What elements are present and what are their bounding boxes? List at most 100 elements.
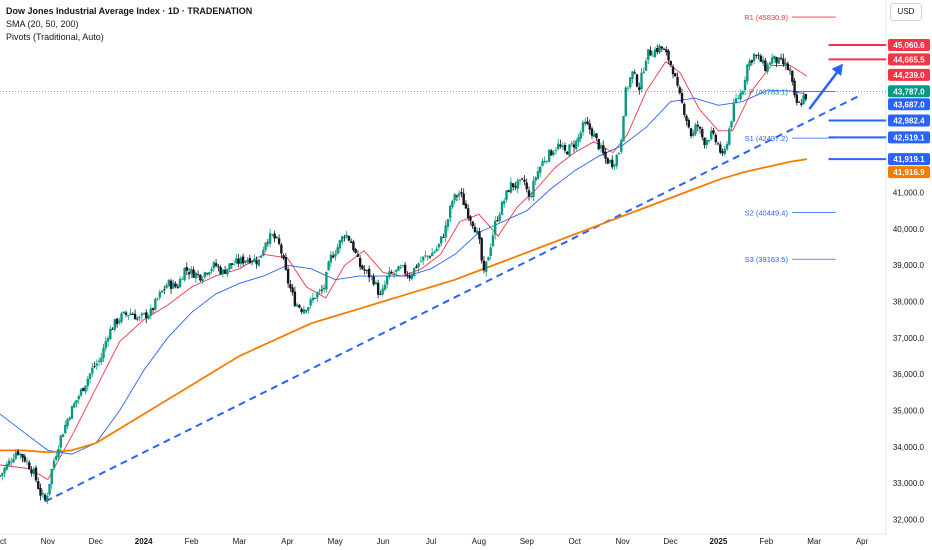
symbol-title[interactable]: Dow Jones Industrial Average Index · 1D … [6, 6, 253, 16]
candle-body [797, 102, 801, 103]
x-tick-label: Apr [281, 537, 294, 546]
candles-group [0, 44, 808, 505]
candle-body [100, 357, 103, 363]
candle-body [579, 132, 582, 139]
candle-body [52, 460, 56, 468]
candle-body [640, 72, 643, 90]
candle-body [750, 60, 754, 63]
candle-body [656, 48, 659, 53]
candle-body [548, 149, 551, 162]
candle-body [800, 103, 803, 106]
candle-body [543, 160, 546, 163]
y-tick-label: 32,000.0 [893, 515, 925, 524]
candle-body [426, 255, 429, 257]
x-tick-label: Jul [426, 537, 436, 546]
price-label-text: 45,060.6 [893, 41, 925, 50]
candle-body [271, 234, 274, 236]
pivots-indicator-label[interactable]: Pivots (Traditional, Auto) [6, 32, 104, 42]
candle-body [363, 269, 366, 271]
candle-body [385, 276, 389, 285]
candle-body [91, 367, 94, 374]
candle-body [248, 258, 252, 263]
candle-body [142, 312, 146, 315]
candle-body [187, 272, 191, 275]
candle-body [602, 145, 605, 154]
candle-body [95, 363, 98, 366]
candle-body [599, 145, 603, 149]
candle-body [50, 469, 53, 485]
candle-body [239, 257, 243, 265]
currency-button[interactable]: USD [890, 3, 922, 21]
candle-body [410, 274, 414, 280]
candle-body [102, 347, 105, 359]
pivot-label: R1 (45830.9) [744, 13, 788, 22]
x-tick-label: Nov [615, 537, 629, 546]
candle-body [244, 260, 247, 263]
candle-body [415, 266, 418, 268]
candle-body [674, 73, 677, 77]
candle-body [226, 268, 229, 275]
candle-body [723, 149, 726, 154]
candle-body [109, 328, 112, 340]
candle-body [14, 452, 17, 459]
candle-body [129, 313, 132, 316]
candle-body [388, 271, 391, 277]
y-tick-label: 39,000.0 [893, 261, 925, 270]
candle-body [484, 261, 488, 272]
candle-body [581, 122, 585, 133]
candle-body [169, 280, 173, 289]
candle-body [620, 140, 623, 152]
candle-body [178, 278, 182, 288]
candle-body [512, 183, 515, 188]
candle-body [500, 202, 504, 215]
candle-body [34, 467, 38, 481]
candle-body [55, 455, 58, 460]
candle-body [66, 419, 69, 427]
candle-body [777, 57, 781, 64]
candle-body [707, 139, 711, 142]
candle-body [397, 266, 400, 271]
candle-body [710, 130, 713, 140]
candle-body [106, 338, 110, 342]
candle-body [167, 280, 171, 286]
candle-body [662, 48, 666, 50]
candle-body [629, 77, 632, 88]
candle-body [370, 275, 373, 277]
candle-body [761, 59, 765, 64]
candle-body [417, 263, 420, 267]
candle-body [784, 62, 787, 66]
candle-body [57, 448, 60, 457]
candle-body [336, 247, 339, 254]
candle-body [408, 275, 411, 279]
candle-body [221, 269, 225, 274]
candle-body [649, 50, 652, 56]
candle-body [293, 291, 297, 307]
candle-body [401, 265, 405, 267]
candle-body [349, 241, 353, 244]
candle-body [507, 190, 510, 192]
candle-body [748, 60, 751, 67]
candle-body [210, 268, 213, 271]
candle-body [10, 461, 13, 463]
candle-body [228, 263, 231, 270]
candle-body [532, 180, 535, 198]
candle-body [721, 151, 724, 154]
sma-indicator-label[interactable]: SMA (20, 50, 200) [6, 19, 79, 29]
candle-body [3, 468, 6, 474]
candle-body [660, 46, 663, 49]
y-tick-label: 33,000.0 [893, 479, 925, 488]
candle-body [696, 124, 699, 127]
candle-body [516, 180, 519, 189]
candle-body [466, 208, 470, 218]
candle-body [309, 299, 312, 306]
candle-body [770, 57, 774, 64]
candle-body [316, 292, 319, 298]
candle-body [21, 454, 24, 458]
candle-body [439, 236, 443, 244]
candle-body [160, 290, 164, 293]
candle-body [782, 58, 785, 65]
candle-body [257, 259, 261, 266]
candle-body [626, 87, 630, 89]
candle-body [676, 77, 679, 86]
